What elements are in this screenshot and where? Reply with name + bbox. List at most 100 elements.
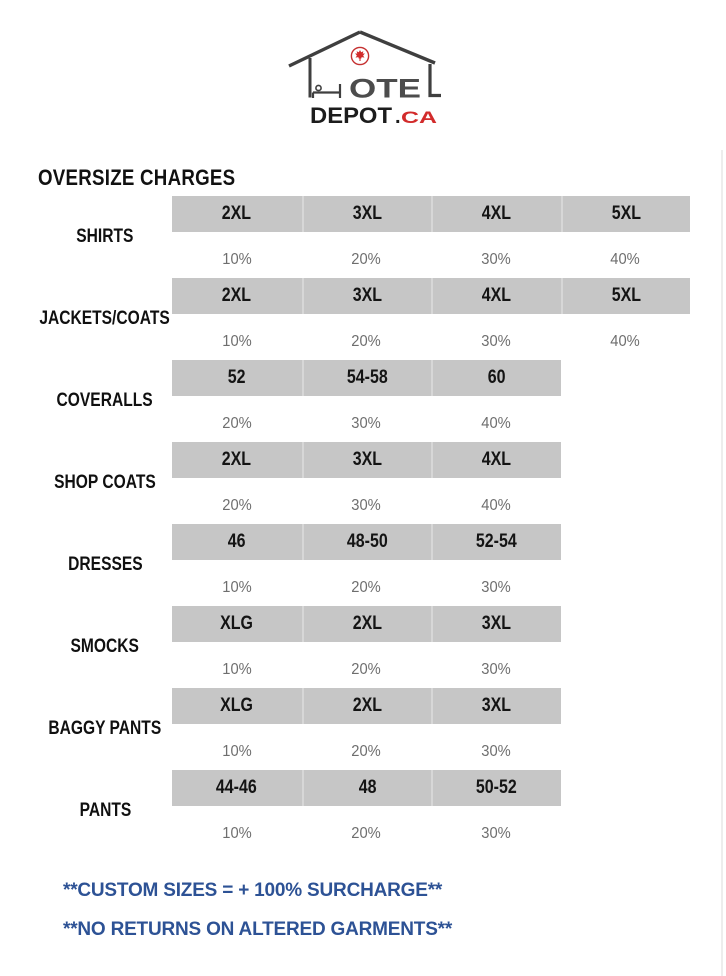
size-header-cell: 4XL [431, 442, 561, 478]
size-header-band: 2XL 3XL 4XL 5XL [172, 278, 690, 314]
charge-text: 30% [481, 824, 511, 842]
size-header-text: 52-54 [476, 531, 518, 552]
charge-cell: 40% [431, 396, 561, 442]
charge-cell: 10% [172, 642, 302, 688]
maple-leaf-icon [350, 46, 370, 66]
size-header-cell: 48 [301, 770, 432, 806]
size-header-text: 48 [358, 777, 377, 798]
charge-text: 20% [351, 332, 381, 350]
size-header-band: 44-46 48 50-52 [172, 770, 561, 806]
size-header-text: 60 [487, 367, 506, 388]
size-header-cell: 60 [431, 360, 561, 396]
row-label-text: SHIRTS [76, 226, 134, 247]
row-label: COVERALLS [0, 360, 210, 442]
page-title: OVERSIZE CHARGES [38, 165, 236, 190]
size-header-text: XLG [220, 613, 254, 634]
charges-row: 10% 20% 30% [172, 642, 561, 688]
charge-text: 20% [222, 414, 252, 432]
size-header-text: 3XL [352, 203, 382, 224]
logo-hotel-letters: OTE [349, 74, 421, 104]
table-row: BAGGY PANTS XLG 2XL 3XL 10% 20% 30% [0, 688, 726, 770]
size-header-cell: 4XL [431, 196, 561, 232]
size-header-cell: 2XL [172, 442, 302, 478]
logo-tld-text: CA [401, 108, 437, 127]
size-header-text: 5XL [611, 285, 641, 306]
row-label-text: COVERALLS [56, 390, 154, 411]
charge-cell: 20% [302, 724, 432, 770]
size-header-cell: 2XL [301, 688, 432, 724]
size-header-text: 48-50 [346, 531, 388, 552]
size-header-cell: 3XL [431, 688, 561, 724]
size-header-text: 3XL [352, 449, 382, 470]
charge-text: 40% [610, 332, 640, 350]
size-header-text: 2XL [352, 695, 382, 716]
charge-text: 20% [351, 824, 381, 842]
charge-text: 20% [222, 496, 252, 514]
charge-text: 30% [481, 660, 511, 678]
size-header-text: 2XL [222, 449, 252, 470]
size-header-cell: 5XL [560, 278, 691, 314]
row-label-text: DRESSES [67, 554, 143, 575]
table-row: COVERALLS 52 54-58 60 20% 30% 40% [0, 360, 726, 442]
logo-depot-text: DEPOT [310, 103, 393, 128]
charge-cell: 20% [302, 232, 432, 278]
size-header-band: 52 54-58 60 [172, 360, 561, 396]
charge-text: 10% [222, 660, 252, 678]
charge-cell: 20% [302, 642, 432, 688]
size-header-cell: 46 [172, 524, 302, 560]
charge-cell: 10% [172, 560, 302, 606]
footer-notes: **CUSTOM SIZES = + 100% SURCHARGE** **NO… [63, 880, 452, 958]
table-row: SMOCKS XLG 2XL 3XL 10% 20% 30% [0, 606, 726, 688]
house-roof-icon [288, 30, 436, 68]
page-edge-line [721, 150, 723, 976]
row-label-text: SHOP COATS [54, 472, 156, 493]
size-header-text: 3XL [352, 285, 382, 306]
row-label-text: BAGGY PANTS [48, 718, 162, 739]
charge-text: 20% [351, 660, 381, 678]
charge-text: 20% [351, 250, 381, 268]
size-header-text: 4XL [482, 285, 512, 306]
size-header-text: 2XL [352, 613, 382, 634]
size-header-cell: 52 [172, 360, 302, 396]
charge-text: 10% [222, 578, 252, 596]
size-header-cell: 3XL [301, 278, 432, 314]
size-header-text: XLG [220, 695, 254, 716]
charge-cell: 40% [561, 314, 691, 360]
row-label: SHIRTS [0, 196, 210, 278]
charge-cell: 20% [302, 560, 432, 606]
charges-row: 10% 20% 30% [172, 806, 561, 852]
charge-cell: 20% [172, 396, 302, 442]
size-header-text: 2XL [222, 285, 252, 306]
charges-row: 10% 20% 30% 40% [172, 232, 690, 278]
size-header-band: 2XL 3XL 4XL 5XL [172, 196, 690, 232]
charges-row: 10% 20% 30% [172, 560, 561, 606]
charge-cell: 40% [431, 478, 561, 524]
size-header-text: 4XL [482, 203, 512, 224]
size-header-text: 2XL [222, 203, 252, 224]
charge-text: 30% [351, 496, 381, 514]
size-header-text: 5XL [611, 203, 641, 224]
charge-text: 30% [481, 578, 511, 596]
row-label-text: JACKETS/COATS [39, 308, 171, 329]
charge-cell: 30% [431, 560, 561, 606]
size-header-text: 44-46 [216, 777, 258, 798]
size-header-text: 3XL [482, 695, 512, 716]
size-header-text: 52 [227, 367, 246, 388]
charge-cell: 20% [172, 478, 302, 524]
charge-text: 30% [481, 250, 511, 268]
charge-cell: 10% [172, 724, 302, 770]
charge-cell: 10% [172, 314, 302, 360]
size-header-text: 50-52 [476, 777, 518, 798]
charge-text: 30% [351, 414, 381, 432]
size-header-cell: 3XL [301, 442, 432, 478]
bed-icon [311, 84, 342, 98]
charges-row: 20% 30% 40% [172, 478, 561, 524]
size-header-cell: 3XL [431, 606, 561, 642]
charge-text: 40% [481, 414, 511, 432]
size-header-cell: 48-50 [301, 524, 432, 560]
size-header-cell: 5XL [560, 196, 691, 232]
charge-cell: 20% [302, 806, 432, 852]
table-row: JACKETS/COATS 2XL 3XL 4XL 5XL 10% 20% 30% 40% [0, 278, 726, 360]
charges-row: 10% 20% 30% 40% [172, 314, 690, 360]
charge-text: 10% [222, 250, 252, 268]
